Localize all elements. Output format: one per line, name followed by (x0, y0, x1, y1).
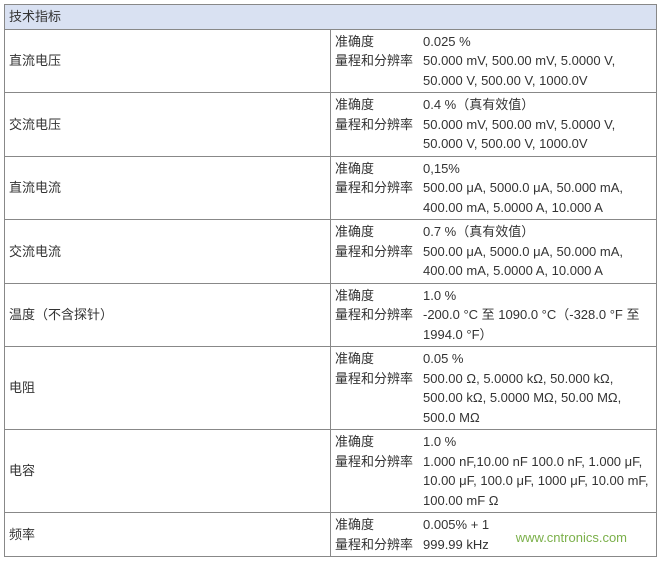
param-cell: 直流电压 (5, 29, 331, 93)
spec-value: 1.000 nF,10.00 nF 100.0 nF, 1.000 μF, 10… (423, 452, 652, 511)
param-cell: 交流电压 (5, 93, 331, 157)
table-row: 直流电压 准确度0.025 % 量程和分辨率50.000 mV, 500.00 … (5, 29, 657, 93)
spec-key: 量程和分辨率 (335, 369, 423, 428)
spec-value: 1.0 % (423, 432, 652, 452)
spec-value: 50.000 mV, 500.00 mV, 5.0000 V, 50.000 V… (423, 115, 652, 154)
spec-value: 1.0 % (423, 286, 652, 306)
spec-value: 0.05 % (423, 349, 652, 369)
spec-key: 量程和分辨率 (335, 535, 423, 555)
param-cell: 直流电流 (5, 156, 331, 220)
spec-value: 500.00 μA, 5000.0 μA, 50.000 mA, 400.00 … (423, 242, 652, 281)
spec-key: 准确度 (335, 32, 423, 52)
spec-key: 量程和分辨率 (335, 178, 423, 217)
table-row: 直流电流 准确度0,15% 量程和分辨率500.00 μA, 5000.0 μA… (5, 156, 657, 220)
value-cell: 准确度1.0 % 量程和分辨率-200.0 °C 至 1090.0 °C（-32… (331, 283, 657, 347)
table-row: 交流电流 准确度0.7 %（真有效值） 量程和分辨率500.00 μA, 500… (5, 220, 657, 284)
value-cell: 准确度0.025 % 量程和分辨率50.000 mV, 500.00 mV, 5… (331, 29, 657, 93)
param-cell: 温度（不含探针） (5, 283, 331, 347)
param-cell: 电阻 (5, 347, 331, 430)
spec-key: 量程和分辨率 (335, 242, 423, 281)
table-title: 技术指标 (5, 5, 657, 30)
table-row: 交流电压 准确度0.4 %（真有效值） 量程和分辨率50.000 mV, 500… (5, 93, 657, 157)
spec-key: 准确度 (335, 286, 423, 306)
value-cell: 准确度0,15% 量程和分辨率500.00 μA, 5000.0 μA, 50.… (331, 156, 657, 220)
value-cell: 准确度0.7 %（真有效值） 量程和分辨率500.00 μA, 5000.0 μ… (331, 220, 657, 284)
param-cell: 电容 (5, 430, 331, 513)
param-cell: 频率 (5, 513, 331, 557)
spec-key: 量程和分辨率 (335, 115, 423, 154)
spec-value: 0,15% (423, 159, 652, 179)
spec-key: 准确度 (335, 432, 423, 452)
value-cell: 准确度0.05 % 量程和分辨率500.00 Ω, 5.0000 kΩ, 50.… (331, 347, 657, 430)
spec-value: 0.7 %（真有效值） (423, 222, 652, 242)
spec-value: 50.000 mV, 500.00 mV, 5.0000 V, 50.000 V… (423, 51, 652, 90)
spec-table: 技术指标 直流电压 准确度0.025 % 量程和分辨率50.000 mV, 50… (4, 4, 657, 557)
spec-key: 准确度 (335, 222, 423, 242)
spec-value: 0.025 % (423, 32, 652, 52)
param-cell: 交流电流 (5, 220, 331, 284)
spec-key: 量程和分辨率 (335, 305, 423, 344)
watermark-text: www.cntronics.com (516, 530, 627, 545)
spec-key: 准确度 (335, 159, 423, 179)
spec-key: 准确度 (335, 515, 423, 535)
spec-value: 500.00 Ω, 5.0000 kΩ, 50.000 kΩ, 500.00 k… (423, 369, 652, 428)
spec-value: 500.00 μA, 5000.0 μA, 50.000 mA, 400.00 … (423, 178, 652, 217)
spec-key: 准确度 (335, 95, 423, 115)
value-cell: 准确度1.0 % 量程和分辨率1.000 nF,10.00 nF 100.0 n… (331, 430, 657, 513)
value-cell: 准确度0.4 %（真有效值） 量程和分辨率50.000 mV, 500.00 m… (331, 93, 657, 157)
spec-key: 量程和分辨率 (335, 452, 423, 511)
table-row: 电容 准确度1.0 % 量程和分辨率1.000 nF,10.00 nF 100.… (5, 430, 657, 513)
spec-key: 量程和分辨率 (335, 51, 423, 90)
spec-key: 准确度 (335, 349, 423, 369)
spec-value: 0.4 %（真有效值） (423, 95, 652, 115)
table-row: 温度（不含探针） 准确度1.0 % 量程和分辨率-200.0 °C 至 1090… (5, 283, 657, 347)
spec-value: -200.0 °C 至 1090.0 °C（-328.0 °F 至 1994.0… (423, 305, 652, 344)
table-row: 电阻 准确度0.05 % 量程和分辨率500.00 Ω, 5.0000 kΩ, … (5, 347, 657, 430)
